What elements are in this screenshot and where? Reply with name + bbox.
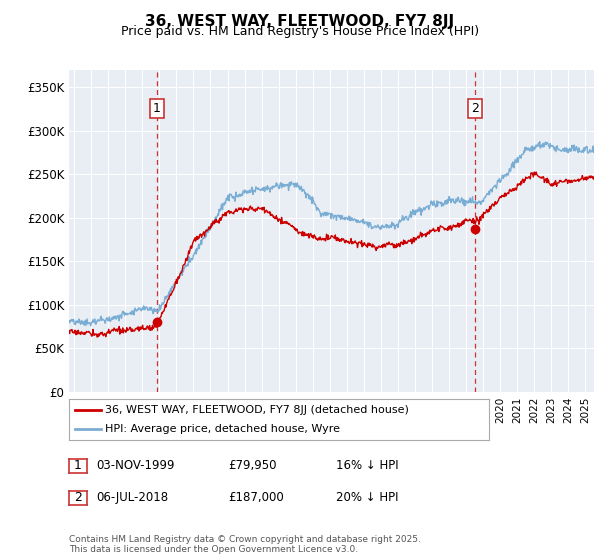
Text: £79,950: £79,950 bbox=[228, 459, 277, 473]
Text: 06-JUL-2018: 06-JUL-2018 bbox=[96, 491, 168, 505]
Text: 36, WEST WAY, FLEETWOOD, FY7 8JJ (detached house): 36, WEST WAY, FLEETWOOD, FY7 8JJ (detach… bbox=[104, 405, 409, 415]
Text: 03-NOV-1999: 03-NOV-1999 bbox=[96, 459, 175, 473]
Text: 1: 1 bbox=[74, 459, 82, 473]
Text: Price paid vs. HM Land Registry's House Price Index (HPI): Price paid vs. HM Land Registry's House … bbox=[121, 25, 479, 38]
Text: 2: 2 bbox=[74, 491, 82, 505]
Text: 2: 2 bbox=[471, 102, 479, 115]
Text: £187,000: £187,000 bbox=[228, 491, 284, 505]
Text: 36, WEST WAY, FLEETWOOD, FY7 8JJ: 36, WEST WAY, FLEETWOOD, FY7 8JJ bbox=[145, 14, 455, 29]
Text: 20% ↓ HPI: 20% ↓ HPI bbox=[336, 491, 398, 505]
Text: Contains HM Land Registry data © Crown copyright and database right 2025.
This d: Contains HM Land Registry data © Crown c… bbox=[69, 535, 421, 554]
Text: HPI: Average price, detached house, Wyre: HPI: Average price, detached house, Wyre bbox=[104, 424, 340, 433]
Text: 1: 1 bbox=[152, 102, 161, 115]
Text: 16% ↓ HPI: 16% ↓ HPI bbox=[336, 459, 398, 473]
